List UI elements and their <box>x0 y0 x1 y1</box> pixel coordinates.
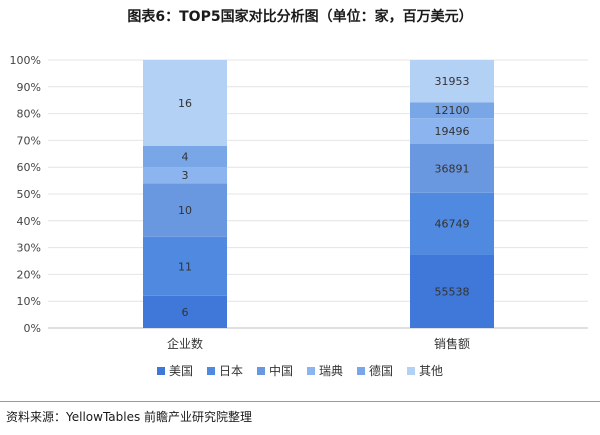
legend-swatch <box>357 366 366 375</box>
data-label: 19496 <box>435 125 470 138</box>
legend-label: 美国 <box>168 364 193 378</box>
legend-label: 日本 <box>218 364 243 378</box>
bar-segment <box>143 145 227 168</box>
data-label: 46749 <box>435 218 470 231</box>
bar-segment <box>410 144 494 193</box>
legend-label: 德国 <box>369 364 394 378</box>
stacked-bar-chart: 0% 10% 20% 30% 40% 50% 60% 70% 80% 90% 100% 6 11 10 3 4… <box>10 54 588 351</box>
y-tick-label: 30% <box>17 242 41 255</box>
y-tick-label: 70% <box>17 134 41 147</box>
legend-swatch <box>156 366 165 375</box>
y-tick-label: 80% <box>17 108 41 121</box>
bar-segment <box>410 102 494 119</box>
x-tick-label: 销售额 <box>434 336 470 351</box>
data-label: 55538 <box>435 285 470 298</box>
legend-label: 瑞典 <box>319 364 344 378</box>
y-tick-label: 50% <box>17 188 41 201</box>
bar-segment <box>410 118 494 145</box>
legend-swatch <box>307 366 315 375</box>
y-tick-label: 100% <box>10 54 41 67</box>
data-label: 4 <box>182 150 189 163</box>
bar-segment <box>143 60 227 146</box>
x-tick-label: 企业数 <box>167 336 203 351</box>
legend-item: 美国 <box>156 362 193 379</box>
legend-item: 中国 <box>256 362 293 379</box>
chart-title: 图表6：TOP5国家对比分析图（单位：家，百万美元） <box>127 9 473 25</box>
data-label: 10 <box>178 204 192 217</box>
bar-segment <box>410 254 494 328</box>
legend-item: 德国 <box>357 362 393 379</box>
bar-segment <box>143 167 227 184</box>
y-tick-label: 40% <box>17 215 41 228</box>
y-tick-label: 10% <box>17 295 41 308</box>
data-label: 11 <box>178 260 192 273</box>
y-tick-label: 60% <box>17 161 41 174</box>
y-tick-label: 0% <box>24 322 41 335</box>
bar-segment <box>410 192 494 255</box>
bar-segment <box>143 236 227 296</box>
legend-item: 其他 <box>407 362 443 379</box>
data-label: 36891 <box>435 162 470 175</box>
data-label: 31953 <box>435 75 470 88</box>
legend-swatch <box>206 366 215 375</box>
data-label: 12100 <box>435 104 470 117</box>
legend-swatch <box>256 366 265 375</box>
legend-item: 瑞典 <box>307 362 343 379</box>
bar-segment <box>410 60 494 103</box>
source-note: 资料来源：YellowTables 前瞻产业研究院整理 <box>6 410 253 424</box>
legend-swatch <box>407 366 416 375</box>
legend-label: 其他 <box>419 364 444 378</box>
chart-legend: 美国 日本 中国 瑞典 德国 其他 <box>0 362 600 379</box>
y-tick-label: 20% <box>17 268 41 281</box>
bar-segment <box>143 295 227 328</box>
bar-segment <box>143 183 227 237</box>
data-label: 3 <box>182 169 189 182</box>
data-label: 16 <box>178 97 192 110</box>
legend-item: 日本 <box>206 362 243 379</box>
legend-label: 中国 <box>268 364 293 378</box>
data-label: 6 <box>182 306 189 319</box>
y-tick-label: 90% <box>17 81 41 94</box>
source-divider <box>0 401 600 402</box>
